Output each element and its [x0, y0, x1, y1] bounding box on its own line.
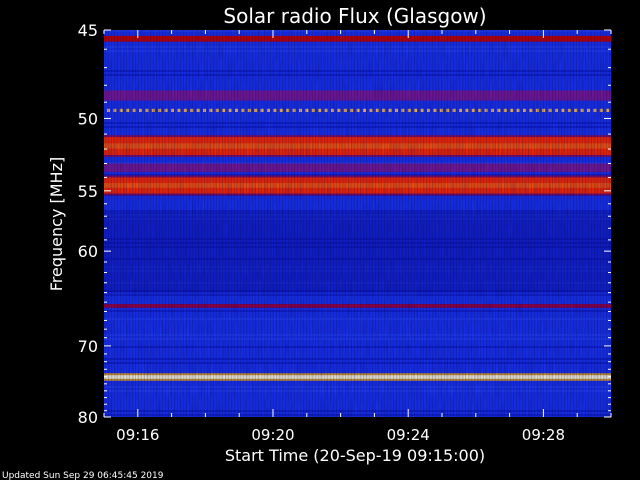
y-tick-label: 80 [78, 408, 98, 427]
tick-layer [103, 29, 612, 418]
footer-updated-text: Updated Sun Sep 29 06:45:45 2019 [2, 471, 164, 480]
y-tick-label: 70 [78, 337, 98, 356]
y-tick-labels: 45 50 55 60 70 80 [78, 21, 98, 427]
y-tick-label: 60 [78, 242, 98, 261]
y-tick-label: 55 [78, 182, 98, 201]
y-tick-label: 50 [78, 109, 98, 128]
x-tick-label: 09:28 [522, 426, 565, 444]
x-tick-label: 09:24 [387, 426, 430, 444]
x-tick-label: 09:20 [251, 426, 294, 444]
y-tick-label: 45 [78, 21, 98, 40]
chart-title: Solar radio Flux (Glasgow) [223, 4, 486, 28]
y-axis-label: Frequency [MHz] [47, 157, 66, 291]
vertical-texture [104, 30, 611, 417]
x-tick-labels: 09:16 09:20 09:24 09:28 [116, 426, 565, 444]
x-tick-label: 09:16 [116, 426, 159, 444]
x-axis-label: Start Time (20-Sep-19 09:15:00) [225, 446, 485, 465]
plot-area [103, 29, 612, 418]
